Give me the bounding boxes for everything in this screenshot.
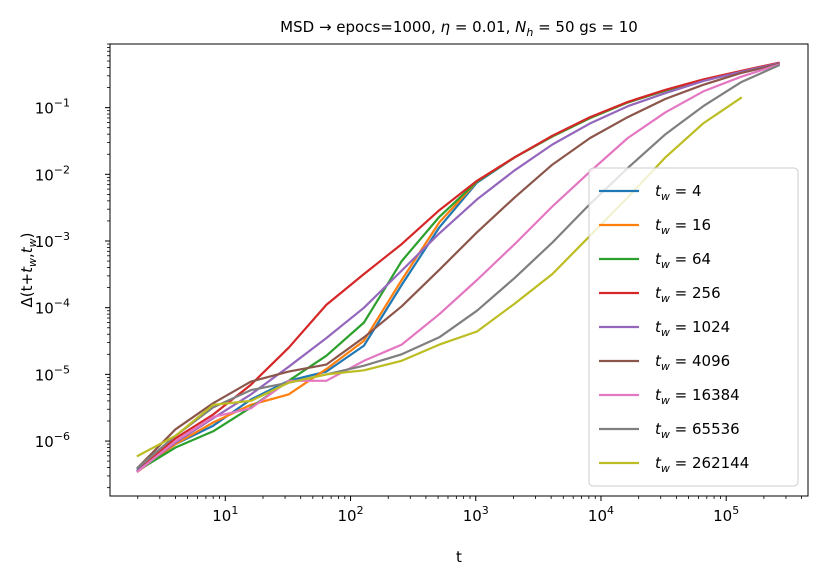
y-tick-label: 10−4	[35, 297, 70, 318]
legend-label: tw = 262144	[655, 454, 749, 475]
plot-area	[136, 61, 781, 474]
y-tick-label: 10−2	[35, 163, 70, 184]
x-axis-label: t	[456, 548, 462, 566]
legend-label: tw = 64	[655, 250, 711, 271]
y-tick-label: 10−3	[35, 230, 70, 251]
series-line-5	[136, 62, 780, 470]
x-tick-label: 103	[463, 504, 489, 525]
legend-label: tw = 256	[655, 284, 721, 305]
chart-title: MSD → epocs=1000, η = 0.01, Nh = 50 gs =…	[280, 18, 638, 39]
series-line-4	[136, 62, 780, 473]
series-line-7	[136, 63, 781, 470]
legend-label: tw = 16	[655, 216, 711, 237]
series-lines	[136, 61, 781, 474]
y-tick-label: 10−1	[35, 97, 70, 118]
x-tick-label: 101	[212, 504, 238, 525]
x-tick-label: 104	[588, 504, 614, 525]
x-tick-label: 102	[337, 504, 363, 525]
legend: tw = 4 tw = 16 tw = 64 tw = 256 tw = 1024 tw …	[588, 167, 799, 487]
legend-label: tw = 65536	[655, 420, 740, 441]
legend-label: tw = 1024	[655, 318, 730, 339]
y-tick-label: 10−5	[35, 363, 70, 384]
y-axis: 10−6 10−5 10−4 10−3 10−2 10−1	[35, 43, 110, 489]
y-tick-label: 10−6	[35, 430, 70, 451]
legend-box	[588, 167, 799, 487]
series-line-3	[136, 61, 780, 473]
legend-label: tw = 4096	[655, 352, 730, 373]
legend-label: tw = 16384	[655, 386, 740, 407]
x-tick-label: 105	[713, 504, 739, 525]
y-axis-label: Δ(t+tw,tw)	[18, 233, 39, 308]
series-line-6	[136, 63, 780, 474]
legend-label: tw = 4	[655, 182, 702, 203]
x-axis: 101 102 103 104 105	[137, 496, 802, 525]
axes-frame	[109, 43, 809, 497]
